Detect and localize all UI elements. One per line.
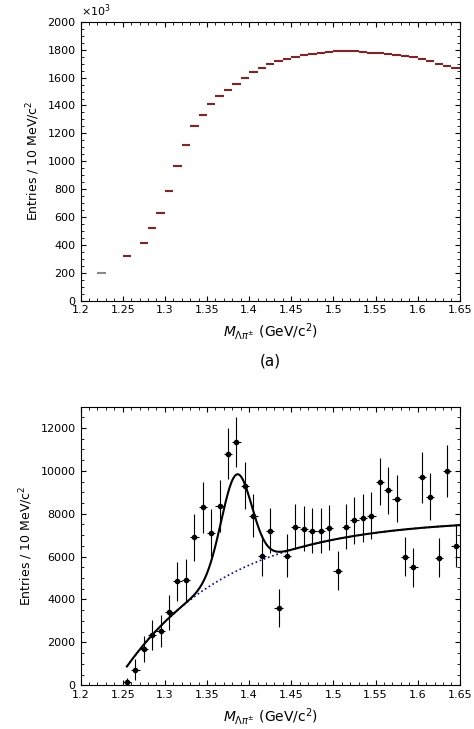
X-axis label: $M_{\Lambda\pi^{\pm}}$ (GeV/c$^2$): $M_{\Lambda\pi^{\pm}}$ (GeV/c$^2$) (223, 706, 318, 727)
X-axis label: $M_{\Lambda\pi^{\pm}}$ (GeV/c$^2$): $M_{\Lambda\pi^{\pm}}$ (GeV/c$^2$) (223, 321, 318, 342)
Y-axis label: Entries / 10 MeV/c$^2$: Entries / 10 MeV/c$^2$ (18, 486, 35, 606)
Text: (a): (a) (260, 354, 281, 369)
Y-axis label: Entries / 10 MeV/c$^2$: Entries / 10 MeV/c$^2$ (25, 101, 42, 222)
Text: $\times10^3$: $\times10^3$ (81, 2, 110, 19)
